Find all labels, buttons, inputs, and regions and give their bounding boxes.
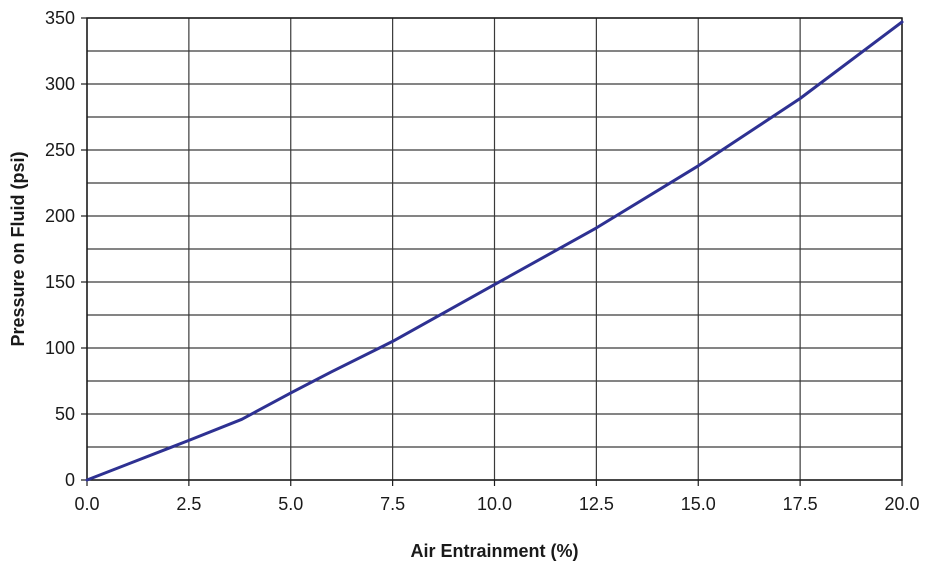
y-tick-label: 0 [65,470,75,490]
series-line [85,20,904,482]
y-tick-label: 300 [45,74,75,94]
x-tick-label: 12.5 [579,494,614,514]
x-tick-label: 17.5 [783,494,818,514]
grid-lines [86,17,903,481]
y-tick-label: 200 [45,206,75,226]
y-axis-label: Pressure on Fluid (psi) [8,151,28,346]
x-tick-label: 0.0 [74,494,99,514]
x-tick-label: 2.5 [176,494,201,514]
x-tick-label: 20.0 [884,494,919,514]
y-tick-label: 50 [55,404,75,424]
x-tick-label: 7.5 [380,494,405,514]
x-tick-label: 15.0 [681,494,716,514]
y-tick-label: 350 [45,8,75,28]
y-tick-label: 150 [45,272,75,292]
y-tick-label: 250 [45,140,75,160]
y-tick-label: 100 [45,338,75,358]
x-axis-ticks: 0.0 2.5 5.0 7.5 10.0 12.5 15.0 17.5 20.0 [74,480,920,514]
x-tick-label: 10.0 [477,494,512,514]
series-group [85,20,904,482]
y-axis-ticks: 0 50 100 150 200 250 300 350 [45,8,87,490]
x-axis-label: Air Entrainment (%) [410,541,578,561]
x-tick-label: 5.0 [278,494,303,514]
